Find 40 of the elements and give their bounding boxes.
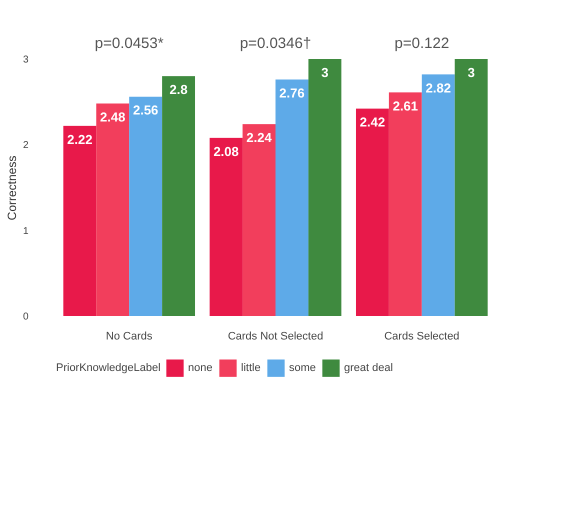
- bar: [276, 80, 308, 316]
- bar: [162, 76, 196, 316]
- bar: [356, 108, 389, 316]
- bar: [242, 124, 276, 316]
- legend-label: some: [289, 362, 316, 374]
- bar: [63, 126, 96, 316]
- y-axis-title: Correctness: [4, 156, 19, 220]
- data-label: 2.22: [67, 132, 92, 147]
- bar: [129, 96, 162, 316]
- x-tick-label: Cards Selected: [384, 330, 460, 342]
- data-label: 2.08: [213, 144, 239, 159]
- data-label: 2.76: [279, 86, 305, 101]
- legend-title: PriorKnowledgeLabel: [56, 362, 161, 374]
- data-label: 2.82: [426, 80, 451, 96]
- y-tick-label: 3: [22, 54, 29, 66]
- legend-label: great deal: [344, 362, 393, 374]
- data-label: 2.48: [100, 110, 126, 125]
- x-tick-label: No Cards: [106, 330, 153, 342]
- bar: [388, 92, 422, 316]
- y-tick-label: 0: [22, 312, 29, 322]
- data-label: 2.61: [392, 98, 418, 114]
- y-tick-label: 1: [22, 226, 29, 237]
- data-label: 2.8: [170, 82, 188, 98]
- text: p=0.0453*: [94, 35, 164, 52]
- data-label: 3: [468, 65, 475, 80]
- data-label: 2.42: [360, 114, 386, 130]
- bar: [422, 74, 455, 316]
- legend-label: none: [188, 362, 212, 374]
- bar: [454, 59, 488, 316]
- bar: [210, 138, 243, 316]
- data-label: 3: [321, 65, 329, 80]
- bar: [308, 59, 342, 316]
- text: p=0.0346†: [240, 35, 312, 52]
- y-tick-label: 2: [22, 140, 29, 152]
- bar: [96, 104, 130, 316]
- legend-label: little: [241, 362, 261, 374]
- text: p=0.122: [394, 35, 450, 52]
- data-label: 2.24: [246, 130, 272, 146]
- x-tick-label: Cards Not Selected: [228, 330, 324, 342]
- data-label: 2.56: [132, 102, 158, 118]
